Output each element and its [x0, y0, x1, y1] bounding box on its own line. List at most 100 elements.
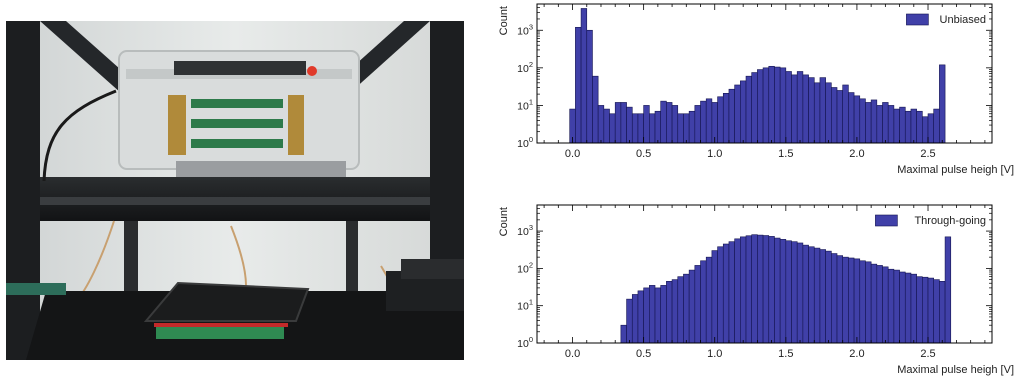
histogram-bar — [882, 102, 889, 144]
histogram-bar — [831, 87, 838, 144]
histogram-bar — [796, 71, 804, 144]
y-tick-label: 101 — [517, 298, 533, 313]
histogram-bar — [813, 82, 821, 144]
histogram-bar — [694, 105, 701, 144]
histogram-bar — [677, 113, 684, 144]
histogram-bar — [808, 246, 815, 344]
histogram-bar — [677, 276, 684, 344]
histogram-bar — [922, 276, 929, 344]
histogram-bar — [637, 113, 644, 144]
histogram-bar — [848, 257, 855, 344]
histogram-bar — [694, 265, 701, 344]
histogram-bar — [813, 247, 821, 344]
histogram-bar — [649, 113, 656, 144]
histogram-bar — [802, 74, 809, 144]
histogram-bar — [592, 75, 599, 144]
x-axis-label: Maximal pulse heigh [V] — [897, 364, 1014, 376]
y-tick-label: 102 — [517, 260, 533, 275]
histogram-bar — [899, 106, 906, 144]
histogram-bar — [711, 102, 718, 144]
histogram-bar — [762, 235, 770, 344]
y-tick-label: 101 — [517, 97, 533, 112]
histogram-bar — [870, 263, 878, 344]
histogram-bar — [876, 265, 883, 344]
histogram-bar — [762, 67, 770, 144]
histogram-bar — [586, 29, 593, 144]
histogram-bar — [745, 75, 753, 144]
histogram-bar — [683, 113, 690, 144]
histogram-bar — [853, 258, 861, 344]
histogram-figure: 0.0 0.5 1.0 1.5 2.0 2.5 100 101 102 103 Count Maxim… — [498, 3, 1014, 376]
histogram-bar — [870, 99, 878, 144]
y-tick-label: 100 — [517, 135, 533, 150]
histogram-bar — [671, 105, 679, 144]
histogram-bar — [603, 108, 610, 144]
y-axis-label: Count — [498, 207, 510, 236]
histogram-bar — [785, 71, 792, 144]
histogram-bar — [933, 108, 940, 144]
histogram-bar — [882, 266, 889, 344]
histogram-bar — [819, 77, 826, 144]
histogram-bar — [660, 100, 667, 144]
histogram-bar — [728, 88, 735, 144]
histogram-bar — [939, 281, 946, 344]
x-tick-label: 1.0 — [707, 148, 722, 160]
histogram-bar — [939, 64, 946, 144]
histogram-panel-2: 0.0 0.5 1.0 1.5 2.0 2.5 100 101 102 103 Count Maxim… — [498, 204, 1014, 376]
histogram-bar — [609, 113, 616, 144]
x-axis-label: Maximal pulse heigh [V] — [897, 164, 1014, 176]
histogram-bar — [802, 244, 809, 344]
histogram-bar — [637, 290, 644, 344]
histogram-bar — [774, 237, 781, 344]
x-tick-label: 2.5 — [920, 348, 935, 360]
histogram-bar — [853, 95, 861, 144]
x-tick-label: 0.0 — [565, 148, 580, 160]
histogram-bar — [927, 277, 935, 344]
histogram-bar — [626, 106, 633, 144]
histogram-bar — [791, 74, 798, 144]
legend-swatch — [875, 214, 898, 227]
legend-label: Unbiased — [940, 14, 986, 26]
histogram-bar — [768, 236, 775, 344]
histogram-bar — [922, 116, 929, 144]
histogram-bar — [683, 273, 690, 344]
histogram-bar — [626, 298, 633, 344]
left-post — [6, 21, 40, 360]
histogram-bar — [796, 242, 804, 344]
histogram-bar — [779, 239, 787, 344]
histogram-bar — [580, 8, 588, 144]
histogram-bar — [620, 102, 627, 144]
histogram-bar — [688, 110, 696, 144]
x-tick-label: 1.0 — [707, 348, 722, 360]
histogram-bar — [717, 96, 724, 144]
histogram-bar — [728, 241, 735, 344]
histogram-bar — [808, 77, 815, 144]
histogram-bar — [785, 240, 792, 344]
histogram-bar — [751, 72, 758, 144]
histogram-bar — [876, 105, 883, 144]
histogram-panels: 0.0 0.5 1.0 1.5 2.0 2.5 100 101 102 103 Count Maxim… — [475, 0, 1016, 380]
histogram-bar — [757, 69, 764, 144]
x-tick-label: 0.5 — [636, 148, 651, 160]
histogram-bar — [734, 238, 741, 344]
histogram-bar — [666, 102, 673, 144]
histogram-bar — [791, 241, 798, 344]
y-tick-label: 100 — [517, 335, 533, 350]
histogram-bar — [745, 235, 753, 344]
histogram-bar — [649, 285, 656, 344]
histogram-bar — [865, 102, 872, 144]
histogram-bar — [893, 108, 900, 144]
x-tick-label: 1.5 — [778, 348, 793, 360]
lab-setup-photo — [6, 21, 464, 361]
histogram-bar — [825, 82, 832, 144]
histogram-bar — [768, 65, 775, 144]
histogram-bar — [751, 234, 758, 344]
histogram-bar — [717, 246, 724, 344]
histogram-bar — [887, 268, 895, 344]
histogram-bar — [654, 287, 662, 344]
x-tick-label: 2.0 — [849, 348, 864, 360]
x-tick-label: 0.5 — [636, 348, 651, 360]
lab-setup-photo-drawing — [6, 21, 464, 361]
histogram-bar — [700, 100, 707, 144]
histogram-bar — [831, 253, 838, 344]
